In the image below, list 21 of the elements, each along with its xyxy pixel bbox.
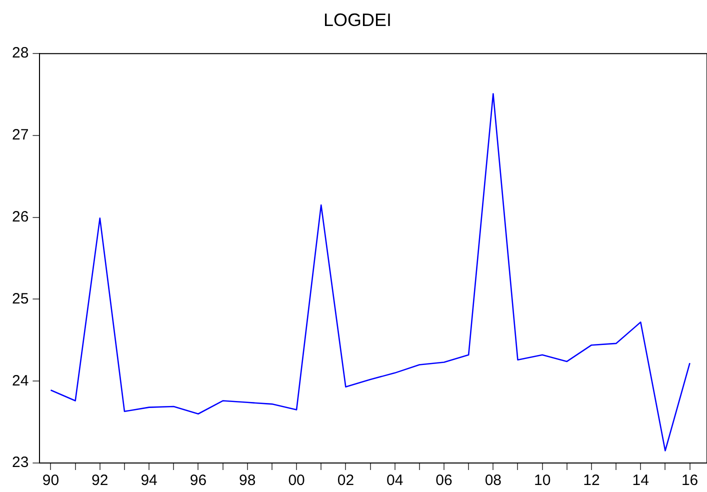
y-tick-label: 25 <box>12 290 29 308</box>
x-tick-label: 94 <box>140 472 158 490</box>
x-tick-label: 14 <box>632 472 649 490</box>
x-tick-label: 06 <box>436 472 452 490</box>
x-tick-label: 12 <box>583 472 600 490</box>
chart-title: LOGDEI <box>323 10 392 30</box>
x-tick-label: 90 <box>42 472 60 490</box>
x-tick-label: 92 <box>92 472 108 490</box>
x-tick-label: 98 <box>239 472 256 490</box>
y-tick-label: 23 <box>12 454 29 472</box>
x-tick-label: 16 <box>681 472 698 490</box>
y-tick-label: 27 <box>12 126 29 144</box>
x-tick-label: 10 <box>534 472 551 490</box>
x-tick-label: 04 <box>386 472 404 490</box>
x-tick-label: 00 <box>288 472 305 490</box>
y-tick-label: 24 <box>12 372 29 390</box>
x-tick-label: 08 <box>484 472 502 490</box>
y-tick-label: 26 <box>12 208 29 226</box>
x-tick-label: 02 <box>337 472 354 490</box>
y-tick-label: 28 <box>12 44 29 62</box>
x-tick-label: 96 <box>190 472 207 490</box>
